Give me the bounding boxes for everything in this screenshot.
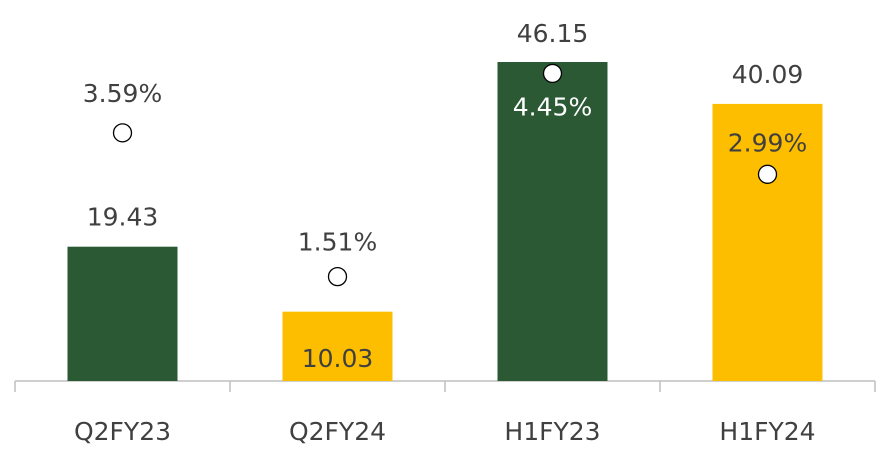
point-value-label: 4.45% (513, 92, 592, 121)
marker (327, 266, 348, 287)
x-tick-label: Q2FY23 (74, 417, 171, 446)
bar (282, 311, 393, 381)
bar-value-label: 40.09 (732, 60, 804, 89)
marker (542, 63, 563, 84)
bar-value-label: 10.03 (302, 344, 374, 373)
bar (67, 246, 178, 381)
point-value-label: 1.51% (298, 228, 377, 257)
x-tick-label: H1FY24 (719, 417, 815, 446)
bar-value-label: 19.43 (87, 203, 159, 232)
bar-value-label: 46.15 (517, 19, 589, 48)
bar (712, 103, 823, 381)
bar (497, 62, 608, 381)
point-value-label: 3.59% (83, 79, 162, 108)
x-tick-label: Q2FY24 (289, 417, 386, 446)
marker (112, 123, 133, 143)
x-tick-label: H1FY23 (504, 417, 600, 446)
point-value-label: 2.99% (728, 128, 807, 157)
marker (757, 164, 778, 184)
